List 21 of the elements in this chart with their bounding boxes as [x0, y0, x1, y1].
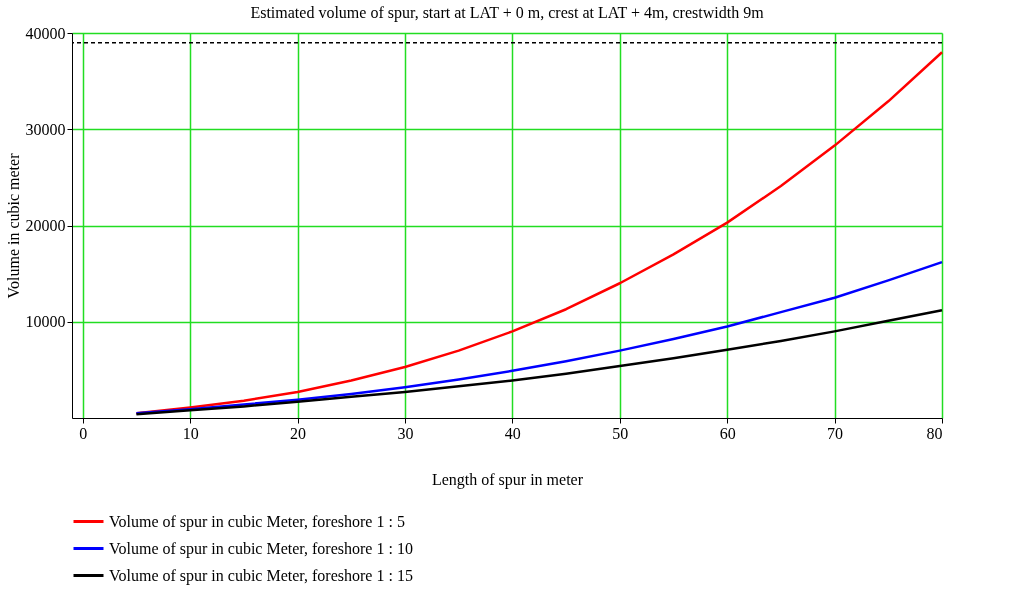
x-tick-label: 70 — [827, 424, 844, 442]
x-tick-label: 50 — [612, 424, 629, 442]
x-axis-title: Length of spur in meter — [431, 470, 584, 489]
y-axis-title: Volume in cubic meter — [4, 152, 22, 299]
x-tick-label: 10 — [182, 424, 199, 442]
x-tick-label: 0 — [79, 424, 88, 442]
line-series — [135, 308, 944, 416]
legend-label: Volume of spur in cubic Meter, foreshore 1 : 10 — [109, 539, 413, 558]
y-tick-label: 30000 — [25, 120, 66, 138]
x-tick-label: 60 — [719, 424, 736, 442]
x-tick-label: 40 — [504, 424, 521, 442]
y-tick-label: 10000 — [25, 313, 66, 331]
legend-label: Volume of spur in cubic Meter, foreshore 1 : 5 — [109, 512, 405, 531]
x-tick-label: 30 — [397, 424, 414, 442]
line-series — [135, 260, 944, 415]
legend-label: Volume of spur in cubic Meter, foreshore 1 : 15 — [109, 566, 413, 585]
y-tick-label: 20000 — [25, 217, 66, 234]
chart-title: Estimated volume of spur, start at LAT + 0 m, crest at LAT + 4m, crestwidth 9m — [250, 4, 765, 22]
x-tick-label: 80 — [926, 424, 943, 442]
y-tick-label: 40000 — [25, 24, 66, 42]
x-tick-label: 20 — [290, 424, 307, 442]
